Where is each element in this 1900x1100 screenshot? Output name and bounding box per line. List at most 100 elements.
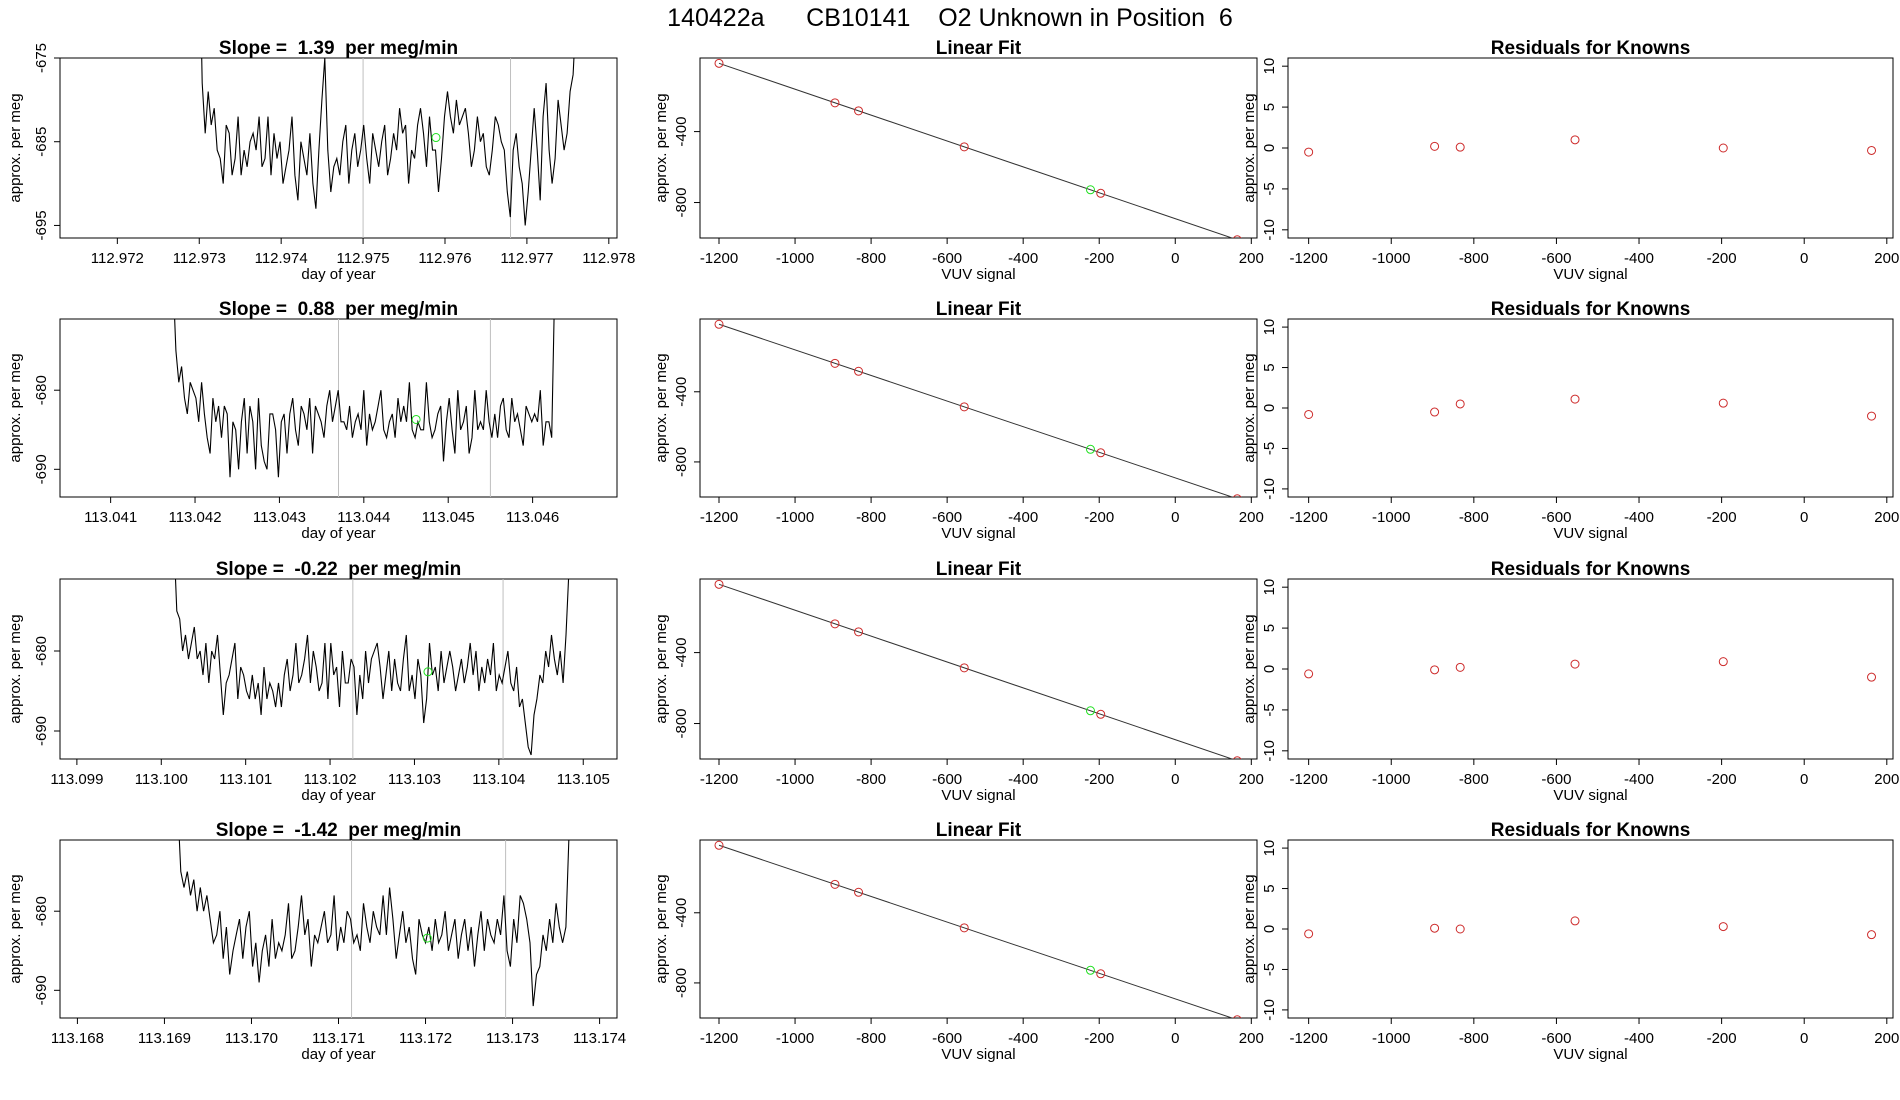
plot-area [714, 840, 1242, 1018]
residuals-row-1: Residuals for Knowns-1200 -1000 -800 -600 -4… [1241, 38, 1899, 283]
x-tick-label: 113.101 [219, 771, 272, 788]
y-axis-label: approx. per meg [7, 353, 24, 462]
x-tick-label: -800 [856, 771, 886, 788]
known-point [1570, 659, 1580, 669]
x-axis-label: day of year [301, 787, 375, 804]
known-point [1570, 916, 1580, 926]
x-tick-label: -800 [856, 509, 886, 526]
known-point [1455, 142, 1465, 152]
known-point [1096, 709, 1106, 719]
plot-frame [59, 839, 618, 1019]
x-tick-label: 113.041 [84, 509, 137, 526]
x-tick-label: -200 [1707, 771, 1737, 788]
panel-title: Residuals for Knowns [1491, 38, 1691, 59]
x-tick-label: 0 [1171, 1030, 1179, 1047]
panel-title: Slope = -1.42 per meg/min [216, 820, 462, 841]
known-point [854, 887, 864, 897]
y-axis-label: approx. per meg [653, 353, 670, 462]
y-tick-label: 0 [1261, 665, 1278, 673]
plot-area [174, 319, 555, 497]
x-tick-label: 200 [1874, 771, 1899, 788]
known-point [1718, 657, 1728, 667]
x-tick-label: -600 [932, 250, 962, 267]
x-tick-label: 113.043 [253, 509, 306, 526]
plot-frame [59, 57, 618, 239]
y-tick-label: -800 [673, 709, 690, 739]
x-tick-label: 113.102 [304, 771, 357, 788]
plot-area [178, 840, 570, 1018]
plot-frame [699, 839, 1258, 1019]
x-tick-label: 0 [1800, 771, 1808, 788]
known-point [1430, 407, 1440, 417]
y-axis-label: approx. per meg [1241, 93, 1258, 202]
x-tick-label: -200 [1707, 250, 1737, 267]
fit-line [718, 583, 1234, 759]
timeseries-row-1: Slope = 1.39 per meg/min 112.972 112.973 11… [7, 38, 635, 283]
known-point [1867, 930, 1877, 940]
timeseries-row-3: Slope = -0.22 per meg/min 113.099 113.100 1… [7, 559, 618, 804]
x-tick-label: 0 [1171, 771, 1179, 788]
known-point [830, 98, 840, 108]
panel-title: Linear Fit [936, 559, 1022, 580]
x-axis-label: day of year [301, 1046, 375, 1063]
x-tick-label: -1200 [700, 509, 738, 526]
known-point [1455, 399, 1465, 409]
x-tick-label: -800 [856, 1030, 886, 1047]
x-axis-label: VUV signal [1553, 525, 1627, 542]
x-tick-label: -800 [1459, 509, 1489, 526]
unknown-marker [422, 933, 432, 943]
residuals-row-3: Residuals for Knowns-1200 -1000 -800 -600 -4… [1241, 559, 1899, 804]
known-point [1233, 235, 1242, 238]
x-tick-label: -1000 [1372, 771, 1410, 788]
x-tick-label: 112.977 [500, 250, 553, 267]
x-tick-label: 113.104 [472, 771, 525, 788]
known-point [714, 840, 724, 850]
x-tick-label: -1000 [776, 1030, 814, 1047]
x-tick-label: -800 [856, 250, 886, 267]
x-tick-label: 113.100 [135, 771, 188, 788]
x-tick-label: 0 [1800, 1030, 1808, 1047]
panel-title: Residuals for Knowns [1491, 820, 1691, 841]
x-tick-label: -200 [1084, 509, 1114, 526]
x-tick-label: -1200 [700, 250, 738, 267]
panel-title: Linear Fit [936, 38, 1022, 59]
known-point [830, 619, 840, 629]
y-tick-label: 0 [1261, 925, 1278, 933]
known-point [1867, 411, 1877, 421]
plot-frame [1287, 57, 1894, 239]
x-tick-label: 200 [1239, 250, 1264, 267]
x-tick-label: -400 [1624, 1030, 1654, 1047]
known-point [1455, 924, 1465, 934]
plot-area [201, 58, 575, 238]
x-tick-label: 113.172 [399, 1030, 452, 1047]
plot-frame [1287, 578, 1894, 760]
x-axis-label: VUV signal [941, 787, 1015, 804]
y-tick-label: -690 [33, 975, 50, 1005]
x-tick-label: -1000 [776, 250, 814, 267]
known-point [1570, 135, 1580, 145]
known-point [1233, 1015, 1242, 1018]
y-tick-label: -675 [33, 43, 50, 73]
y-tick-label: -10 [1261, 740, 1278, 762]
y-tick-label: 10 [1261, 579, 1278, 596]
x-tick-label: 113.169 [138, 1030, 191, 1047]
plot-frame [699, 318, 1258, 498]
x-tick-label: 112.975 [337, 250, 390, 267]
x-tick-label: 113.168 [51, 1030, 104, 1047]
x-axis-label: VUV signal [941, 266, 1015, 283]
x-tick-label: -600 [932, 509, 962, 526]
y-axis-label: approx. per meg [1241, 353, 1258, 462]
y-tick-label: 10 [1261, 319, 1278, 336]
x-tick-label: 200 [1874, 509, 1899, 526]
x-tick-label: 0 [1171, 250, 1179, 267]
known-point [714, 579, 724, 589]
x-tick-label: -800 [1459, 250, 1489, 267]
plot-area [174, 579, 570, 759]
y-tick-label: 5 [1261, 624, 1278, 632]
x-tick-label: -800 [1459, 1030, 1489, 1047]
y-tick-label: -800 [673, 188, 690, 218]
x-tick-label: -400 [1008, 1030, 1038, 1047]
fit-line [718, 323, 1234, 497]
x-tick-label: 0 [1800, 250, 1808, 267]
